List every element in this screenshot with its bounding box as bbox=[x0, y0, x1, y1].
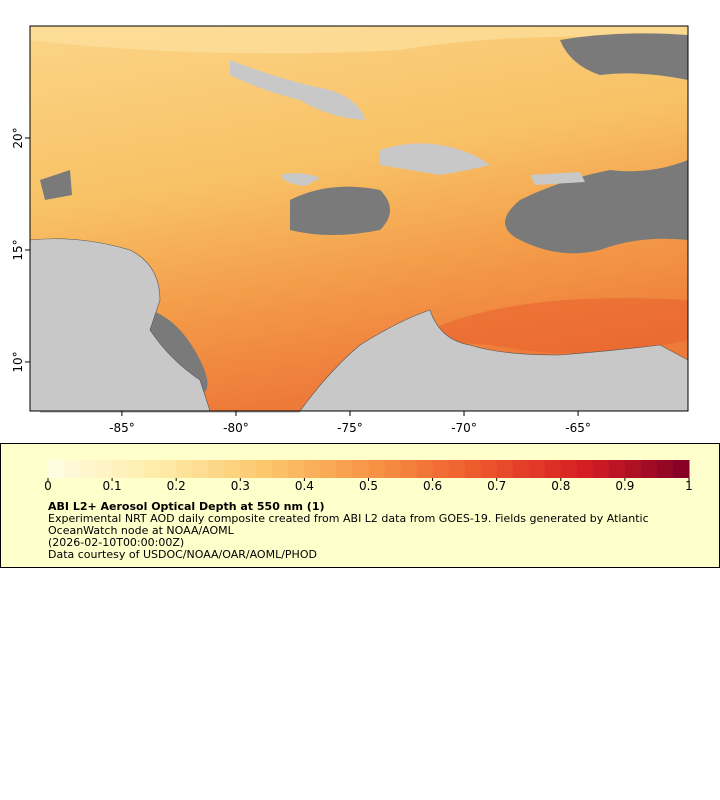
colorbar-tick-label: 0.5 bbox=[359, 479, 378, 493]
colorbar-step bbox=[80, 460, 97, 478]
y-tick-label: 20° bbox=[11, 127, 25, 148]
colorbar-tick-label: 0.1 bbox=[103, 479, 122, 493]
colorbar-step bbox=[576, 460, 594, 478]
colorbar-step bbox=[336, 460, 353, 478]
x-tick-label: -80° bbox=[223, 421, 249, 435]
colorbar-tick-label: 0.3 bbox=[231, 479, 250, 493]
x-tick-label: -70° bbox=[451, 421, 477, 435]
colorbar-tick-label: 0.9 bbox=[615, 479, 634, 493]
y-tick-label: 15° bbox=[11, 239, 25, 260]
legend-title: ABI L2+ Aerosol Optical Depth at 550 nm … bbox=[48, 500, 325, 513]
colorbar-step bbox=[640, 460, 658, 478]
colorbar-step bbox=[352, 460, 369, 478]
colorbar-tick-label: 0.2 bbox=[167, 479, 186, 493]
colorbar-step bbox=[624, 460, 642, 478]
colorbar-step bbox=[304, 460, 321, 478]
x-tick-label: -65° bbox=[565, 421, 591, 435]
legend: 0 0.1 0.2 0.3 0.4 0.5 0.6 0.7 0.8 0.9 1 ABI L2+ Ae… bbox=[0, 443, 720, 568]
colorbar-tick-label: 0.4 bbox=[295, 479, 314, 493]
colorbar-step bbox=[64, 460, 81, 478]
colorbar-step bbox=[272, 460, 289, 478]
colorbar-step bbox=[592, 460, 610, 478]
colorbar-step bbox=[48, 460, 65, 478]
colorbar-step bbox=[96, 460, 113, 478]
colorbar-tick-label: 0 bbox=[44, 479, 52, 493]
y-tick-label: 10° bbox=[11, 351, 25, 372]
legend-time: (2026-02-10T00:00:00Z) bbox=[48, 536, 185, 549]
colorbar-step bbox=[288, 460, 305, 478]
colorbar-step bbox=[608, 460, 626, 478]
legend-description: Experimental NRT AOD daily composite cre… bbox=[48, 512, 649, 537]
colorbar-step bbox=[528, 460, 546, 478]
colorbar-step bbox=[208, 460, 225, 478]
colorbar-tick-label: 1 bbox=[685, 479, 693, 493]
colorbar-tick-label: 0.7 bbox=[487, 479, 506, 493]
plot-frame bbox=[29, 25, 689, 412]
colorbar-step bbox=[368, 460, 386, 478]
colorbar-tick-label: 0.8 bbox=[551, 479, 570, 493]
colorbar-step bbox=[480, 460, 498, 478]
map: -85° -80° -75° -70° -65° 10° 15° 20° bbox=[11, 25, 689, 435]
colorbar-step bbox=[560, 460, 578, 478]
colorbar-step bbox=[320, 460, 337, 478]
colorbar-step bbox=[544, 460, 562, 478]
colorbar-step bbox=[224, 460, 241, 478]
colorbar-tick-label: 0.6 bbox=[423, 479, 442, 493]
colorbar-step bbox=[672, 460, 690, 478]
colorbar-step bbox=[464, 460, 482, 478]
colorbar-step bbox=[176, 460, 193, 478]
colorbar: 0 0.1 0.2 0.3 0.4 0.5 0.6 0.7 0.8 0.9 1 bbox=[44, 460, 693, 493]
legend-credit: Data courtesy of USDOC/NOAA/OAR/AOML/PHO… bbox=[48, 548, 317, 561]
low-aod bbox=[30, 26, 688, 54]
colorbar-step bbox=[192, 460, 209, 478]
x-tick-label: -75° bbox=[337, 421, 363, 435]
colorbar-step bbox=[256, 460, 273, 478]
colorbar-step bbox=[128, 460, 145, 478]
colorbar-step bbox=[656, 460, 674, 478]
land bbox=[29, 238, 689, 413]
legend-text: ABI L2+ Aerosol Optical Depth at 550 nm … bbox=[48, 501, 688, 561]
high-aod bbox=[430, 298, 688, 354]
colorbar-step bbox=[240, 460, 257, 478]
islands bbox=[230, 60, 585, 186]
colorbar-step bbox=[512, 460, 530, 478]
colorbar-step bbox=[496, 460, 514, 478]
colorbar-step bbox=[112, 460, 129, 478]
colorbar-step bbox=[144, 460, 161, 478]
colorbar-step bbox=[432, 460, 450, 478]
x-tick-label: -85° bbox=[109, 421, 135, 435]
colorbar-step bbox=[400, 460, 418, 478]
colorbar-step bbox=[448, 460, 466, 478]
colorbar-step bbox=[384, 460, 402, 478]
colorbar-step bbox=[160, 460, 177, 478]
colorbar-step bbox=[416, 460, 434, 478]
